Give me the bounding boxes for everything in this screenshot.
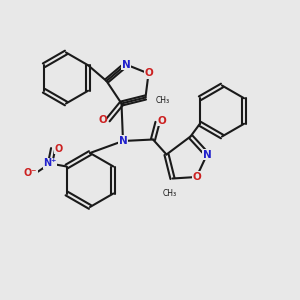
Text: N: N	[122, 59, 130, 70]
Text: O: O	[192, 172, 201, 182]
Text: O: O	[98, 115, 107, 125]
Text: O: O	[54, 143, 63, 154]
Text: CH₃: CH₃	[162, 189, 177, 198]
Text: N: N	[118, 136, 127, 146]
Text: O⁻: O⁻	[24, 167, 37, 178]
Text: CH₃: CH₃	[156, 96, 170, 105]
Text: O: O	[158, 116, 166, 126]
Text: N⁺: N⁺	[44, 158, 57, 169]
Text: N: N	[202, 149, 211, 160]
Text: O: O	[144, 68, 153, 79]
